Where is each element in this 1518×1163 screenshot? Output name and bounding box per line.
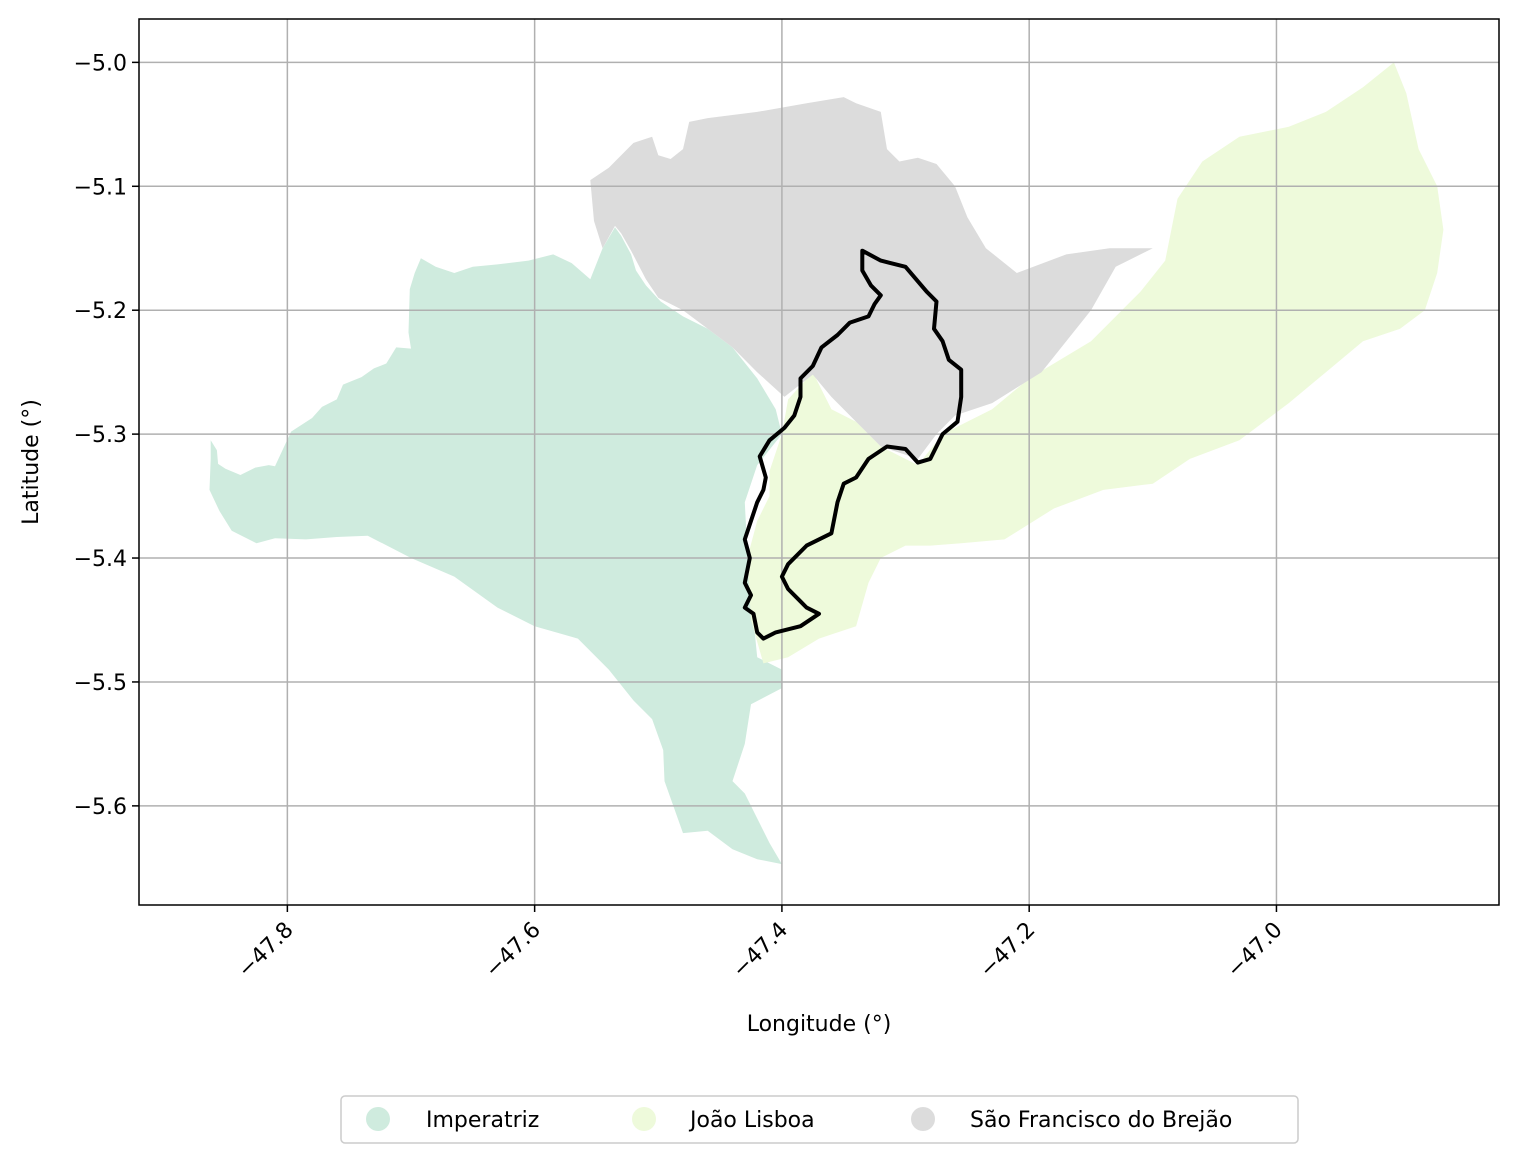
y-axis-label: Latitude (°) [19,399,44,525]
legend-label-imperatriz: Imperatriz [426,1108,539,1133]
y-tick-label: −5.0 [74,51,127,76]
y-tick-label: −5.6 [74,795,127,820]
y-tick-label: −5.3 [74,423,127,448]
y-tick-label: −5.4 [74,547,127,572]
legend-label-sao-francisco-do-brejao: São Francisco do Brejão [970,1108,1232,1133]
y-tick-label: −5.5 [74,671,127,696]
legend-marker-imperatriz [366,1107,390,1131]
legend-label-joao-lisboa: João Lisboa [688,1108,815,1133]
x-axis-label: Longitude (°) [747,1012,892,1037]
legend-marker-sao-francisco-do-brejao [911,1107,935,1131]
legend: Imperatriz João Lisboa São Francisco do … [341,1096,1298,1143]
y-tick-label: −5.2 [74,299,127,324]
legend-marker-joao-lisboa [632,1107,656,1131]
y-tick-label: −5.1 [74,175,127,200]
